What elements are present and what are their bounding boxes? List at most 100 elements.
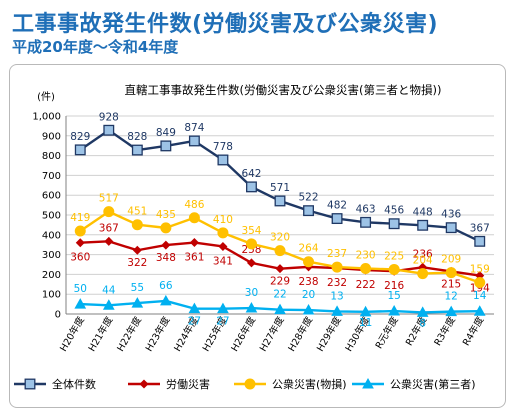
data-point [473, 305, 486, 316]
x-tick-label: H28年度 [286, 314, 316, 354]
data-point [160, 140, 172, 152]
data-label: 435 [156, 209, 176, 221]
data-point [189, 238, 199, 248]
y-tick-label: 0 [55, 310, 61, 321]
data-label: 849 [156, 127, 176, 139]
data-point [474, 235, 486, 247]
data-point [417, 268, 429, 280]
data-point [218, 241, 228, 251]
data-point [161, 240, 171, 250]
y-tick-label: 100 [42, 290, 61, 301]
data-point [217, 302, 229, 314]
chart-panel [9, 64, 506, 408]
data-label: 361 [184, 252, 204, 264]
data-label: 204 [413, 255, 433, 267]
data-point [331, 261, 343, 273]
data-label: 15 [387, 290, 400, 302]
data-label: 30 [245, 287, 258, 299]
legend-label: 全体件数 [52, 377, 96, 391]
data-point [445, 305, 458, 317]
data-point [131, 219, 143, 231]
data-point [245, 302, 258, 313]
data-label: 320 [270, 232, 290, 244]
data-label: 410 [213, 214, 233, 226]
data-label: 14 [473, 290, 487, 302]
data-label: 367 [470, 222, 490, 234]
data-label: 44 [102, 284, 116, 296]
data-label: 341 [213, 255, 233, 267]
data-label: 238 [299, 276, 319, 288]
y-tick-label: 300 [42, 250, 61, 261]
data-point [74, 144, 86, 156]
data-point [474, 277, 486, 289]
data-label: 436 [441, 209, 461, 221]
y-tick-label: 1,000 [32, 112, 61, 123]
data-label: 237 [327, 248, 347, 260]
data-label: 236 [413, 248, 433, 260]
data-label: 229 [270, 276, 290, 288]
x-tick-label: R元年度 [373, 314, 401, 351]
data-label: 27 [188, 316, 201, 328]
data-point [302, 304, 315, 315]
data-label: 27 [216, 316, 229, 328]
data-point [75, 238, 85, 248]
data-label: 209 [441, 254, 461, 266]
x-tick-label: H26年度 [229, 314, 259, 354]
data-point [275, 264, 285, 274]
data-point [103, 206, 115, 218]
data-label: 517 [99, 193, 119, 205]
data-point [131, 297, 144, 308]
data-point [303, 205, 314, 217]
data-label: 225 [384, 250, 404, 262]
data-point [103, 124, 115, 136]
data-label: 419 [70, 212, 90, 224]
x-tick-label: H29年度 [314, 314, 344, 354]
data-point [360, 216, 372, 228]
data-point [74, 298, 87, 309]
y-axis-unit: (件) [37, 91, 55, 103]
data-label: 159 [470, 264, 490, 276]
data-label: 482 [327, 200, 347, 212]
data-point [74, 225, 86, 237]
data-point [188, 212, 200, 224]
y-tick-label: 400 [42, 230, 61, 241]
page-subtitle: 平成20年度～令和4年度 [12, 38, 179, 56]
x-tick-label: H21年度 [86, 314, 116, 354]
data-point [388, 305, 400, 316]
chart-title: 直轄工事事故発生件数(労働災害及び公衆災害(第三者と物損)) [125, 83, 442, 97]
data-point [388, 263, 400, 275]
y-tick-label: 900 [42, 131, 61, 142]
y-tick-label: 200 [42, 270, 61, 281]
x-tick-label: H27年度 [257, 314, 287, 354]
data-label: 222 [356, 279, 376, 291]
data-label: 522 [299, 192, 319, 204]
data-point [160, 222, 172, 234]
legend-label: 公衆災害(物損) [272, 377, 347, 391]
x-tick-label: R4年度 [460, 314, 486, 348]
data-label: 486 [184, 199, 204, 211]
data-point [303, 256, 315, 268]
data-point [245, 238, 257, 250]
data-label: 360 [70, 252, 90, 264]
data-point [274, 245, 286, 257]
data-label: 50 [74, 283, 87, 295]
data-label: 456 [384, 205, 404, 217]
data-point [246, 181, 257, 193]
x-tick-label: H20年度 [57, 314, 87, 354]
data-point [274, 195, 286, 207]
data-point [359, 305, 372, 317]
legend-marker [139, 379, 149, 389]
data-label: 928 [99, 111, 119, 123]
data-label: 230 [356, 249, 376, 261]
data-label: 367 [99, 222, 119, 234]
data-label: 448 [413, 206, 433, 218]
data-label: 354 [241, 225, 261, 237]
data-point [132, 245, 142, 255]
legend-marker [362, 377, 374, 389]
data-label: 322 [127, 257, 147, 269]
data-point [331, 213, 343, 225]
data-label: 348 [156, 252, 176, 264]
legend-label: 公衆災害(第三者) [390, 377, 476, 391]
legend-marker [244, 378, 256, 390]
data-point [274, 303, 286, 315]
